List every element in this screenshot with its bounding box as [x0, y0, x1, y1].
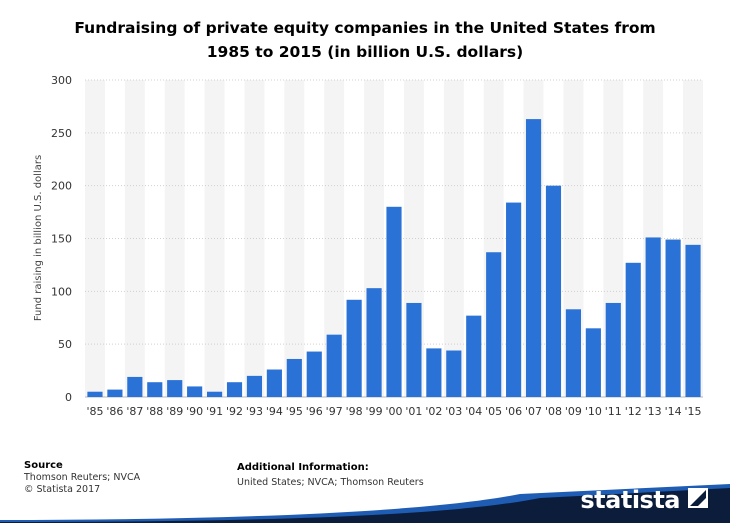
column-band — [124, 80, 145, 397]
bar — [306, 351, 322, 397]
x-tick-label: '01 — [405, 405, 422, 418]
source-heading: Source — [24, 460, 63, 471]
y-tick-label: 100 — [51, 285, 72, 298]
bar — [386, 206, 402, 397]
x-tick-label: '91 — [206, 405, 223, 418]
x-tick-label: '03 — [445, 405, 462, 418]
additional-info-heading: Additional Information: — [237, 462, 369, 473]
x-tick-label: '98 — [346, 405, 363, 418]
bars — [87, 119, 701, 397]
bar — [426, 348, 442, 397]
column-band — [244, 80, 265, 397]
x-tick-label: '02 — [425, 405, 442, 418]
bar — [466, 315, 482, 397]
bar — [187, 386, 203, 397]
y-tick-label: 300 — [51, 74, 72, 87]
source-block: Source Thomson Reuters; NVCA © Statista … — [24, 460, 140, 496]
y-axis-label: Fund raising in billion U.S. dollars — [33, 155, 44, 321]
bar — [486, 252, 502, 397]
x-tick-label: '11 — [605, 405, 622, 418]
y-tick-label: 250 — [51, 127, 72, 140]
column-band — [284, 80, 305, 397]
x-tick-label: '08 — [545, 405, 562, 418]
bar — [605, 302, 621, 397]
bar — [266, 369, 282, 397]
chart-title: Fundraising of private equity companies … — [0, 16, 730, 64]
x-tick-label: '97 — [326, 405, 343, 418]
y-tick-label: 200 — [51, 180, 72, 193]
brand-banner — [0, 484, 730, 523]
x-tick-label: '85 — [86, 405, 103, 418]
bar — [625, 262, 641, 397]
y-axis-ticks: 0 50 100 150 200 250 300 — [51, 74, 72, 404]
x-tick-label: '05 — [485, 405, 502, 418]
x-tick-label: '93 — [246, 405, 263, 418]
y-tick-label: 0 — [65, 391, 72, 404]
x-tick-label: '90 — [186, 405, 203, 418]
x-tick-label: '96 — [306, 405, 323, 418]
statista-logo-icon — [688, 488, 708, 508]
copyright-text: © Statista 2017 — [24, 484, 101, 495]
x-tick-label: '94 — [266, 405, 283, 418]
x-tick-label: '92 — [226, 405, 243, 418]
brand-name: statista — [580, 486, 680, 514]
x-tick-label: '14 — [665, 405, 682, 418]
y-tick-label: 50 — [58, 338, 72, 351]
bar — [147, 382, 163, 397]
bar — [685, 244, 701, 397]
bar — [326, 334, 342, 397]
bar — [87, 391, 103, 397]
bar — [286, 358, 302, 397]
bar — [506, 202, 522, 397]
x-tick-label: '13 — [645, 405, 662, 418]
bar — [525, 119, 542, 397]
bar-chart: 0 50 100 150 200 250 300 '85'86'87'88'89'90'91… — [33, 74, 703, 418]
chart-title-line-2: 1985 to 2015 (in billion U.S. dollars) — [206, 43, 524, 61]
x-tick-label: '00 — [385, 405, 402, 418]
x-tick-label: '88 — [146, 405, 163, 418]
x-tick-label: '87 — [126, 405, 143, 418]
x-tick-label: '10 — [585, 405, 602, 418]
column-band — [164, 80, 185, 397]
column-band — [443, 80, 464, 397]
x-tick-label: '15 — [685, 405, 702, 418]
bar — [406, 302, 422, 397]
bar — [127, 376, 143, 397]
x-tick-label: '86 — [106, 405, 123, 418]
x-tick-label: '12 — [625, 405, 642, 418]
x-tick-label: '06 — [505, 405, 522, 418]
bar — [167, 380, 183, 397]
additional-info-block: Additional Information: United States; N… — [237, 462, 424, 489]
bar — [226, 382, 243, 397]
brand-wave-dark — [0, 488, 730, 523]
bar — [346, 299, 362, 397]
bar — [246, 375, 263, 397]
bar — [565, 309, 581, 397]
additional-info-text: United States; NVCA; Thomson Reuters — [237, 477, 424, 488]
x-tick-label: '04 — [465, 405, 482, 418]
x-tick-label: '95 — [286, 405, 303, 418]
bar — [665, 239, 681, 397]
bar — [545, 185, 562, 397]
x-tick-label: '07 — [525, 405, 542, 418]
x-tick-label: '89 — [166, 405, 183, 418]
y-tick-label: 150 — [51, 233, 72, 246]
source-text: Thomson Reuters; NVCA — [24, 472, 141, 483]
chart-title-line-1: Fundraising of private equity companies … — [74, 19, 656, 37]
bar — [366, 288, 382, 397]
x-tick-label: '09 — [565, 405, 582, 418]
bar — [207, 391, 223, 397]
x-axis-ticks: '85'86'87'88'89'90'91'92'93'94'95'96'97 '… — [86, 405, 701, 418]
x-tick-label: '99 — [366, 405, 383, 418]
bar — [446, 350, 462, 397]
bar — [645, 237, 661, 397]
bar — [107, 389, 123, 397]
bar — [585, 328, 601, 397]
